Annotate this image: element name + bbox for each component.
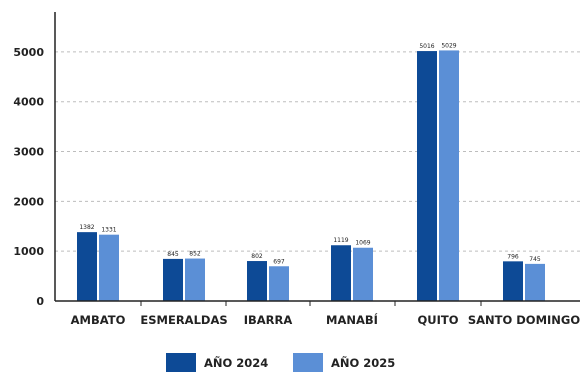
- x-tick-label: AMBATO: [71, 313, 126, 327]
- legend: AÑO 2024 AÑO 2025: [166, 353, 395, 372]
- data-label: 796: [507, 253, 519, 260]
- y-tick-label: 0: [36, 295, 44, 308]
- bar: [353, 247, 373, 301]
- x-tick-label: MANABÍ: [326, 312, 378, 327]
- bar: [163, 258, 183, 301]
- bar: [77, 232, 97, 301]
- legend-label: AÑO 2024: [204, 355, 268, 370]
- y-tick-label: 5000: [13, 46, 44, 59]
- x-tick-label: IBARRA: [244, 313, 293, 327]
- x-tick-label: SANTO DOMINGO: [468, 313, 581, 327]
- bar: [99, 234, 119, 301]
- bars: [77, 50, 545, 302]
- data-label: 5029: [441, 42, 456, 49]
- legend-swatch: [293, 353, 323, 372]
- data-label: 802: [251, 253, 263, 260]
- bar: [269, 266, 289, 301]
- y-tick-label: 3000: [13, 146, 44, 159]
- y-tick-label: 2000: [13, 195, 44, 208]
- data-label: 1331: [101, 227, 116, 234]
- grid-lines: [55, 51, 580, 252]
- data-label: 1069: [355, 240, 370, 247]
- axes: [54, 12, 580, 306]
- bar: [503, 261, 523, 301]
- y-tick-label: 4000: [13, 96, 44, 109]
- data-label: 852: [189, 251, 201, 258]
- data-label: 1119: [333, 237, 348, 244]
- data-label: 845: [167, 251, 179, 258]
- labels: 0 1000 2000 3000 4000 5000 1382 1331 AMBATO 845 85…: [13, 42, 580, 327]
- data-label: 5016: [419, 43, 434, 50]
- bar: [331, 245, 351, 301]
- y-tick-label: 1000: [13, 245, 44, 258]
- legend-swatch: [166, 353, 196, 372]
- x-tick-label: ESMERALDAS: [140, 313, 227, 327]
- bar: [439, 50, 459, 301]
- bar: [247, 261, 267, 301]
- bar: [525, 263, 545, 301]
- data-label: 745: [529, 256, 541, 263]
- bar: [185, 258, 205, 301]
- legend-label: AÑO 2025: [331, 355, 395, 370]
- bar: [417, 51, 437, 302]
- data-label: 1382: [79, 224, 94, 231]
- x-tick-label: QUITO: [417, 313, 458, 327]
- data-label: 697: [273, 258, 285, 265]
